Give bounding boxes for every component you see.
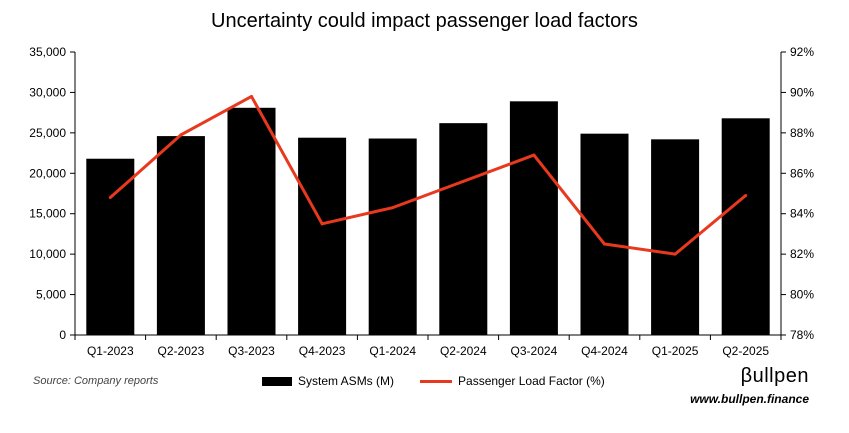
right-tick-label: 84%: [790, 207, 814, 221]
left-tick-label: 30,000: [29, 85, 66, 99]
x-tick-label: Q2-2023: [158, 344, 205, 358]
load-factor-point: [744, 194, 748, 198]
x-tick-label: Q3-2024: [511, 344, 558, 358]
line-group: [108, 94, 748, 256]
right-tick-label: 86%: [790, 166, 814, 180]
right-tick-label: 78%: [790, 328, 814, 342]
left-tick-label: 25,000: [29, 126, 66, 140]
x-tick-label: Q4-2024: [581, 344, 628, 358]
left-tick-label: 20,000: [29, 166, 66, 180]
legend: System ASMs (M) Passenger Load Factor (%…: [262, 374, 631, 388]
x-tick-label: Q1-2024: [369, 344, 416, 358]
x-tick-label: Q1-2025: [652, 344, 699, 358]
bar: [227, 107, 276, 335]
x-tick-label: Q1-2023: [87, 344, 134, 358]
legend-item-asms: System ASMs (M): [262, 374, 394, 388]
right-tick-label: 80%: [790, 288, 814, 302]
load-factor-point: [320, 222, 324, 226]
right-tick-label: 92%: [790, 45, 814, 59]
brand-url: www.bullpen.finance: [690, 392, 809, 406]
load-factor-point: [179, 133, 183, 137]
x-tick-label: Q3-2023: [228, 344, 275, 358]
bar: [368, 138, 417, 335]
load-factor-line: [109, 94, 747, 256]
legend-label-load-factor: Passenger Load Factor (%): [458, 374, 605, 388]
load-factor-point: [461, 179, 465, 183]
load-factor-point: [250, 94, 253, 98]
left-tick-label: 0: [59, 328, 66, 342]
load-factor-point: [108, 196, 112, 200]
load-factor-point: [391, 206, 395, 210]
source-note: Source: Company reports: [33, 375, 159, 387]
bars-group: [86, 101, 770, 335]
bar: [298, 137, 347, 335]
right-tick-label: 88%: [790, 126, 814, 140]
right-tick-label: 82%: [790, 247, 814, 261]
left-tick-label: 10,000: [29, 247, 66, 261]
bar: [509, 101, 558, 335]
legend-swatch-bar: [262, 376, 292, 386]
bar: [580, 133, 629, 335]
bar: [86, 158, 135, 335]
x-tick-label: Q2-2025: [722, 344, 769, 358]
legend-label-asms: System ASMs (M): [298, 374, 395, 388]
legend-swatch-line: [420, 379, 453, 383]
chart-title: Uncertainty could impact passenger load …: [211, 10, 638, 32]
bar: [721, 118, 770, 335]
brand: βullpen www.bullpen.finance: [690, 365, 809, 406]
left-tick-label: 35,000: [29, 45, 66, 59]
load-factor-point: [603, 242, 606, 246]
legend-item-load-factor: Passenger Load Factor (%): [420, 374, 605, 388]
brand-logo: βullpen: [740, 365, 809, 387]
x-tick-label: Q2-2024: [440, 344, 487, 358]
left-tick-label: 5,000: [36, 288, 66, 302]
load-factor-point: [673, 252, 677, 256]
labels-group: 0 5,000 10,000 15,000 20,000 25,000 30,000 35,0…: [29, 45, 814, 358]
bar: [156, 136, 205, 335]
right-tick-label: 90%: [790, 85, 814, 99]
bar: [439, 123, 488, 335]
load-factor-point: [532, 153, 536, 157]
x-tick-label: Q4-2023: [299, 344, 346, 358]
left-tick-label: 15,000: [29, 207, 66, 221]
bar: [651, 139, 700, 335]
